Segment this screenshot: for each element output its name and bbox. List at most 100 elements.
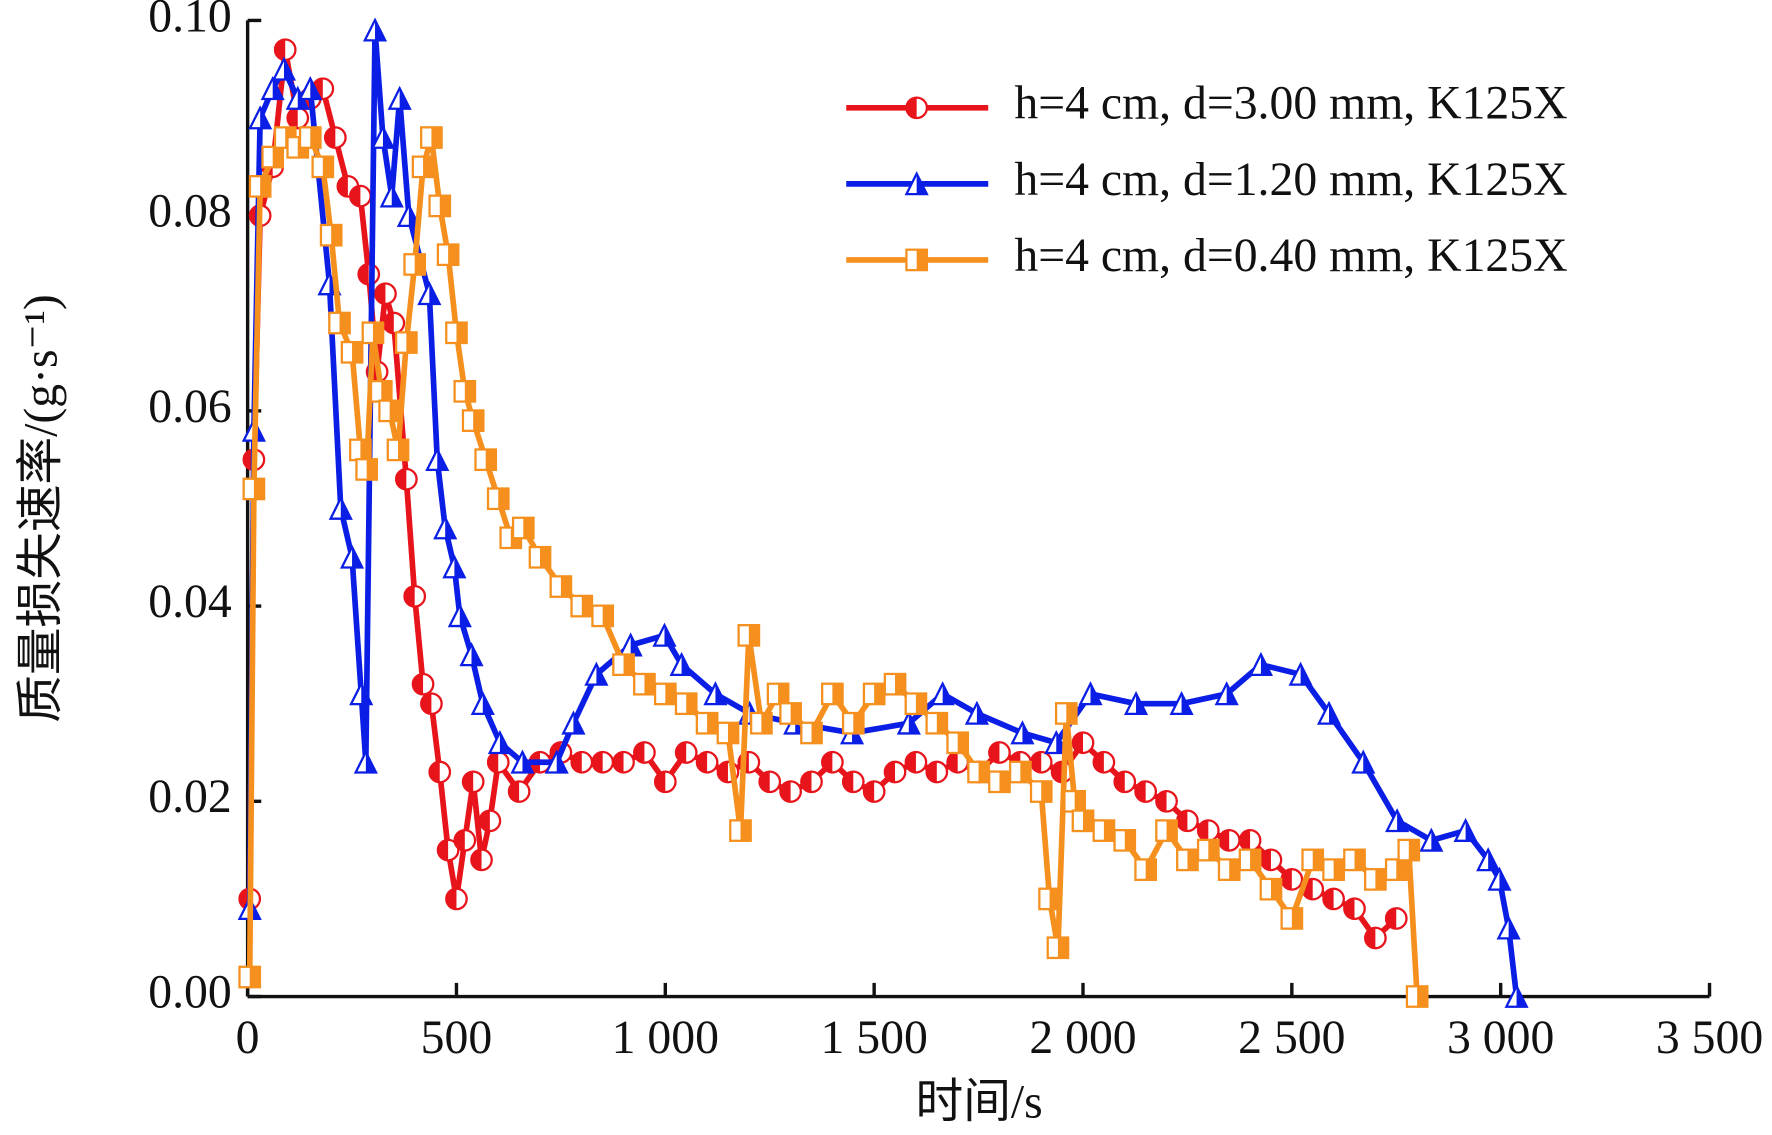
y-tick-label: 0.10 [148,0,231,42]
marker-half [337,176,348,197]
marker [470,848,493,872]
marker [349,681,374,706]
marker-half [459,605,471,627]
marker [1453,817,1478,842]
marker [758,770,782,794]
marker [729,819,752,842]
marker [695,750,719,774]
marker-half [978,761,989,783]
marker-half [1066,703,1077,724]
marker [349,438,372,462]
marker-half [272,146,283,168]
marker [319,223,343,247]
marker-half [665,683,676,705]
marker [445,321,468,345]
legend-label: h=4 cm, d=3.00 mm, K125X [1014,78,1567,130]
marker-half [1218,830,1230,851]
marker [261,145,285,169]
marker [1196,819,1220,842]
marker-half [421,693,432,714]
marker [737,624,761,647]
marker [1259,848,1283,872]
marker-half [790,703,801,724]
marker-half [1431,830,1442,851]
marker [1063,789,1087,813]
marker [445,887,468,911]
marker-half [404,586,415,607]
marker [286,106,310,130]
y-tick-label: 0.08 [148,186,231,238]
marker-half [655,771,666,793]
marker [1054,702,1078,725]
marker-half [340,498,351,519]
marker [403,253,427,276]
marker-half [1145,859,1156,880]
marker [653,682,677,706]
marker [584,661,609,686]
marker-half [523,517,534,539]
marker-half [1031,752,1042,773]
marker-half [957,732,968,753]
marker [1155,819,1178,842]
marker [1322,858,1345,881]
marker-half [1365,927,1376,949]
marker [478,809,502,833]
marker-half [1344,898,1355,919]
marker-half [287,107,298,129]
marker [821,750,844,774]
marker [420,692,443,716]
marker [904,171,929,196]
marker-half [464,381,476,402]
marker-half [412,673,424,695]
marker [652,622,677,647]
marker [841,770,865,794]
marker-half [437,449,448,470]
marker [1038,887,1061,911]
marker-half [613,752,624,773]
marker [591,604,615,628]
marker [355,458,379,481]
marker [1343,848,1366,872]
marker [653,770,677,794]
marker [1364,868,1387,891]
x-tick-label: 3 500 [1656,1012,1763,1064]
marker [800,770,823,794]
marker-half [863,781,875,802]
marker [1487,866,1512,891]
marker [411,155,435,179]
marker-half [1166,820,1177,841]
marker-half [1270,878,1282,900]
marker [487,729,512,755]
marker [420,126,443,149]
marker-half [1020,761,1031,783]
marker-half [675,742,687,763]
marker [474,448,498,472]
marker [925,711,949,735]
marker [1419,827,1444,852]
marker-half [748,625,760,646]
marker [905,248,929,272]
marker [507,780,531,803]
marker-half [644,673,655,695]
x-tick-label: 1 500 [821,1012,928,1064]
marker-half [1260,849,1271,871]
marker [750,711,773,735]
y-tick-label: 0.06 [148,381,231,433]
marker-half [358,264,369,285]
marker-half [1229,859,1240,880]
x-tick-label: 1 000 [612,1012,719,1064]
marker-half [383,312,394,334]
marker [411,672,435,696]
x-axis-label: 时间/s [916,1077,1043,1129]
marker [612,653,635,677]
marker [362,17,388,42]
marker [353,749,378,774]
marker [298,126,322,149]
marker [1384,858,1408,881]
marker [357,262,381,286]
marker [779,702,802,725]
marker-half [1396,859,1407,880]
marker-half [1074,791,1085,812]
marker-half [976,703,988,724]
